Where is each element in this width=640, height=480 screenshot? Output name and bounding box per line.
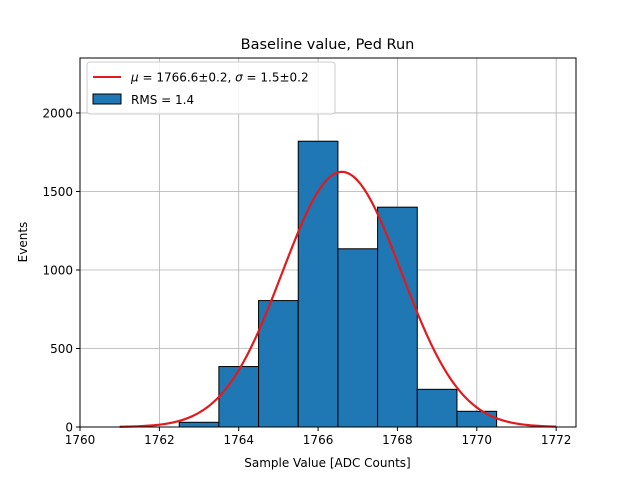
y-tick-label: 1500 [42, 185, 73, 199]
y-axis-label: Events [16, 222, 30, 263]
histogram-bar [297, 140, 339, 428]
axes-frame [79, 57, 577, 428]
histogram-bar [218, 366, 260, 428]
histogram-bar [178, 421, 220, 428]
legend-hist-label: RMS = 1.4 [131, 93, 194, 107]
legend-hist-swatch [92, 93, 122, 105]
chart-title: Baseline value, Ped Run [241, 37, 415, 53]
histogram-bar [258, 300, 299, 428]
y-tick-label: 0 [65, 421, 73, 435]
x-tick-label: 1772 [541, 433, 572, 447]
histogram-bar [456, 410, 498, 428]
y-tick-label: 1000 [42, 263, 73, 277]
x-tick-label: 1770 [462, 433, 493, 447]
histogram-bar [416, 388, 458, 428]
fit-curve [119, 170, 557, 428]
legend-fit-mu: 1766.6±0.2 [156, 71, 227, 85]
x-axis-label: Sample Value [ADC Counts] [244, 456, 410, 470]
histogram-bar [377, 206, 418, 428]
x-tick-label: 1768 [382, 433, 413, 447]
x-tick-label: 1760 [65, 433, 96, 447]
legend-fit-label: μ = 1766.6±0.2, σ = 1.5±0.2 [130, 71, 309, 85]
legend-box [86, 61, 336, 115]
plot-area: 1760 1762 1764 1766 1768 1770 1772 0 500 1000 1500… [42, 57, 577, 447]
legend: μ = 1766.6±0.2, σ = 1.5±0.2 RMS = 1.4 [86, 61, 336, 115]
y-tick-label: 500 [50, 342, 73, 356]
legend-fit-sigma: 1.5±0.2 [260, 71, 308, 85]
x-tick-label: 1762 [144, 433, 175, 447]
histogram-bar [337, 248, 379, 428]
y-tick-label: 2000 [42, 106, 73, 120]
x-tick-label: 1766 [303, 433, 334, 447]
x-tick-label: 1764 [223, 433, 254, 447]
